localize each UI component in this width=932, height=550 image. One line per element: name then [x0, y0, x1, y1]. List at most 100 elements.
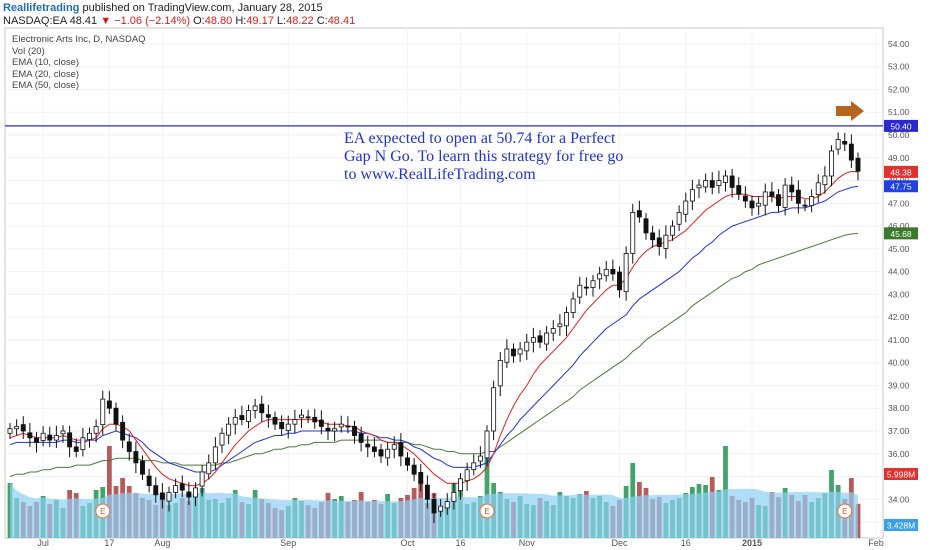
candle — [444, 493, 450, 515]
price-label-box — [884, 468, 918, 480]
quote-line: NASDAQ:EA 48.41 ▼ −1.06 (−2.14%) O:48.80… — [3, 15, 355, 27]
legend-vol[interactable]: Vol (20) — [12, 45, 45, 57]
candle-body — [438, 505, 444, 512]
candle — [736, 177, 742, 200]
candle-body — [458, 478, 463, 492]
y-tick-label: 43.00 — [888, 289, 910, 299]
volume-bar — [106, 446, 112, 538]
candle-body — [822, 175, 828, 186]
candle-body — [358, 433, 364, 443]
candle — [232, 408, 238, 435]
candle-body — [424, 484, 430, 500]
candle-body — [279, 421, 285, 430]
candle-body — [159, 492, 165, 500]
candle — [590, 275, 596, 297]
legend-title[interactable]: Electronic Arts Inc, D, NASDAQ — [12, 34, 146, 45]
candle — [378, 443, 384, 463]
annotation-text[interactable]: EA expected to open at 50.74 for a Perfe… — [344, 130, 734, 184]
candle-body — [371, 446, 377, 452]
candle — [782, 178, 788, 216]
candle — [438, 499, 444, 517]
candle-body — [670, 225, 675, 236]
candle-body — [166, 492, 172, 502]
low-label: L: — [276, 15, 287, 27]
candle — [272, 411, 278, 430]
high-value: 49.17 — [246, 15, 274, 27]
candle — [524, 333, 530, 360]
time-axis[interactable]: Jul 17 Aug Sep Oct 16 Nov Dec 16 2015 Feb — [37, 538, 883, 548]
candle-body — [723, 175, 728, 183]
legend-ema10[interactable]: EMA (10, close) — [12, 57, 80, 68]
candle — [159, 483, 165, 509]
candle-body — [312, 416, 318, 423]
candle — [855, 152, 861, 181]
candle — [398, 433, 404, 467]
y-tick-label: 42.00 — [888, 312, 910, 322]
y-tick-label: 38.00 — [888, 403, 910, 413]
candle — [405, 452, 410, 471]
candle — [610, 259, 616, 281]
candle — [53, 425, 59, 449]
candle-body — [511, 348, 516, 357]
candle — [27, 423, 33, 447]
candle — [338, 415, 344, 433]
candle — [517, 341, 523, 363]
candle-body — [795, 189, 801, 204]
candle-body — [186, 491, 192, 498]
candle — [106, 391, 112, 414]
candle-body — [7, 428, 13, 434]
y-tick-label: 40.00 — [888, 358, 910, 368]
legend-ema50[interactable]: EMA (50, close) — [12, 80, 80, 91]
price-axis[interactable]: 33.0034.0035.0036.0037.0038.0039.0040.00… — [888, 39, 910, 527]
candle — [193, 482, 198, 507]
candle — [656, 229, 662, 256]
candle — [451, 482, 457, 510]
candle-body — [405, 457, 410, 466]
candle — [756, 196, 762, 216]
candle — [173, 478, 179, 499]
y-tick-label: 36.00 — [888, 449, 910, 459]
legend-ema20[interactable]: EMA (20, close) — [12, 68, 80, 80]
candle — [358, 426, 364, 452]
price-label-box — [884, 119, 918, 132]
candle — [146, 469, 152, 493]
candle-body — [809, 196, 815, 206]
x-tick-label: Jul — [37, 538, 49, 548]
candle — [47, 426, 53, 447]
candle — [113, 402, 119, 431]
last-price: 48.41 — [69, 15, 98, 27]
candle — [530, 327, 536, 353]
candle — [497, 351, 503, 397]
candle-body — [537, 335, 543, 343]
candle — [166, 486, 172, 512]
candle — [226, 417, 232, 445]
candle-body — [378, 449, 384, 457]
candle-body — [292, 419, 298, 425]
candle — [511, 343, 516, 363]
candle — [742, 186, 748, 208]
candle — [809, 189, 815, 213]
candle-body — [199, 471, 205, 487]
earnings-marker-label: E — [100, 507, 105, 516]
candle-body — [544, 332, 550, 345]
candle — [385, 442, 391, 466]
candle-body — [663, 234, 669, 249]
candle — [636, 200, 642, 223]
candle-body — [133, 451, 139, 464]
candle — [471, 454, 477, 476]
candle — [179, 475, 185, 498]
candle — [795, 180, 801, 214]
candle-body — [756, 202, 762, 207]
candle-body — [206, 462, 212, 475]
annotation-line-2: Gap N Go. To learn this strategy for fre… — [344, 148, 624, 165]
candle-body — [769, 191, 775, 197]
candle — [20, 416, 26, 439]
candle-body — [140, 460, 145, 475]
candle — [822, 166, 828, 194]
candle-body — [14, 426, 20, 430]
x-tick-label: 2015 — [742, 538, 762, 548]
candle — [133, 441, 139, 474]
author-link[interactable]: Reallifetrading — [3, 2, 80, 14]
